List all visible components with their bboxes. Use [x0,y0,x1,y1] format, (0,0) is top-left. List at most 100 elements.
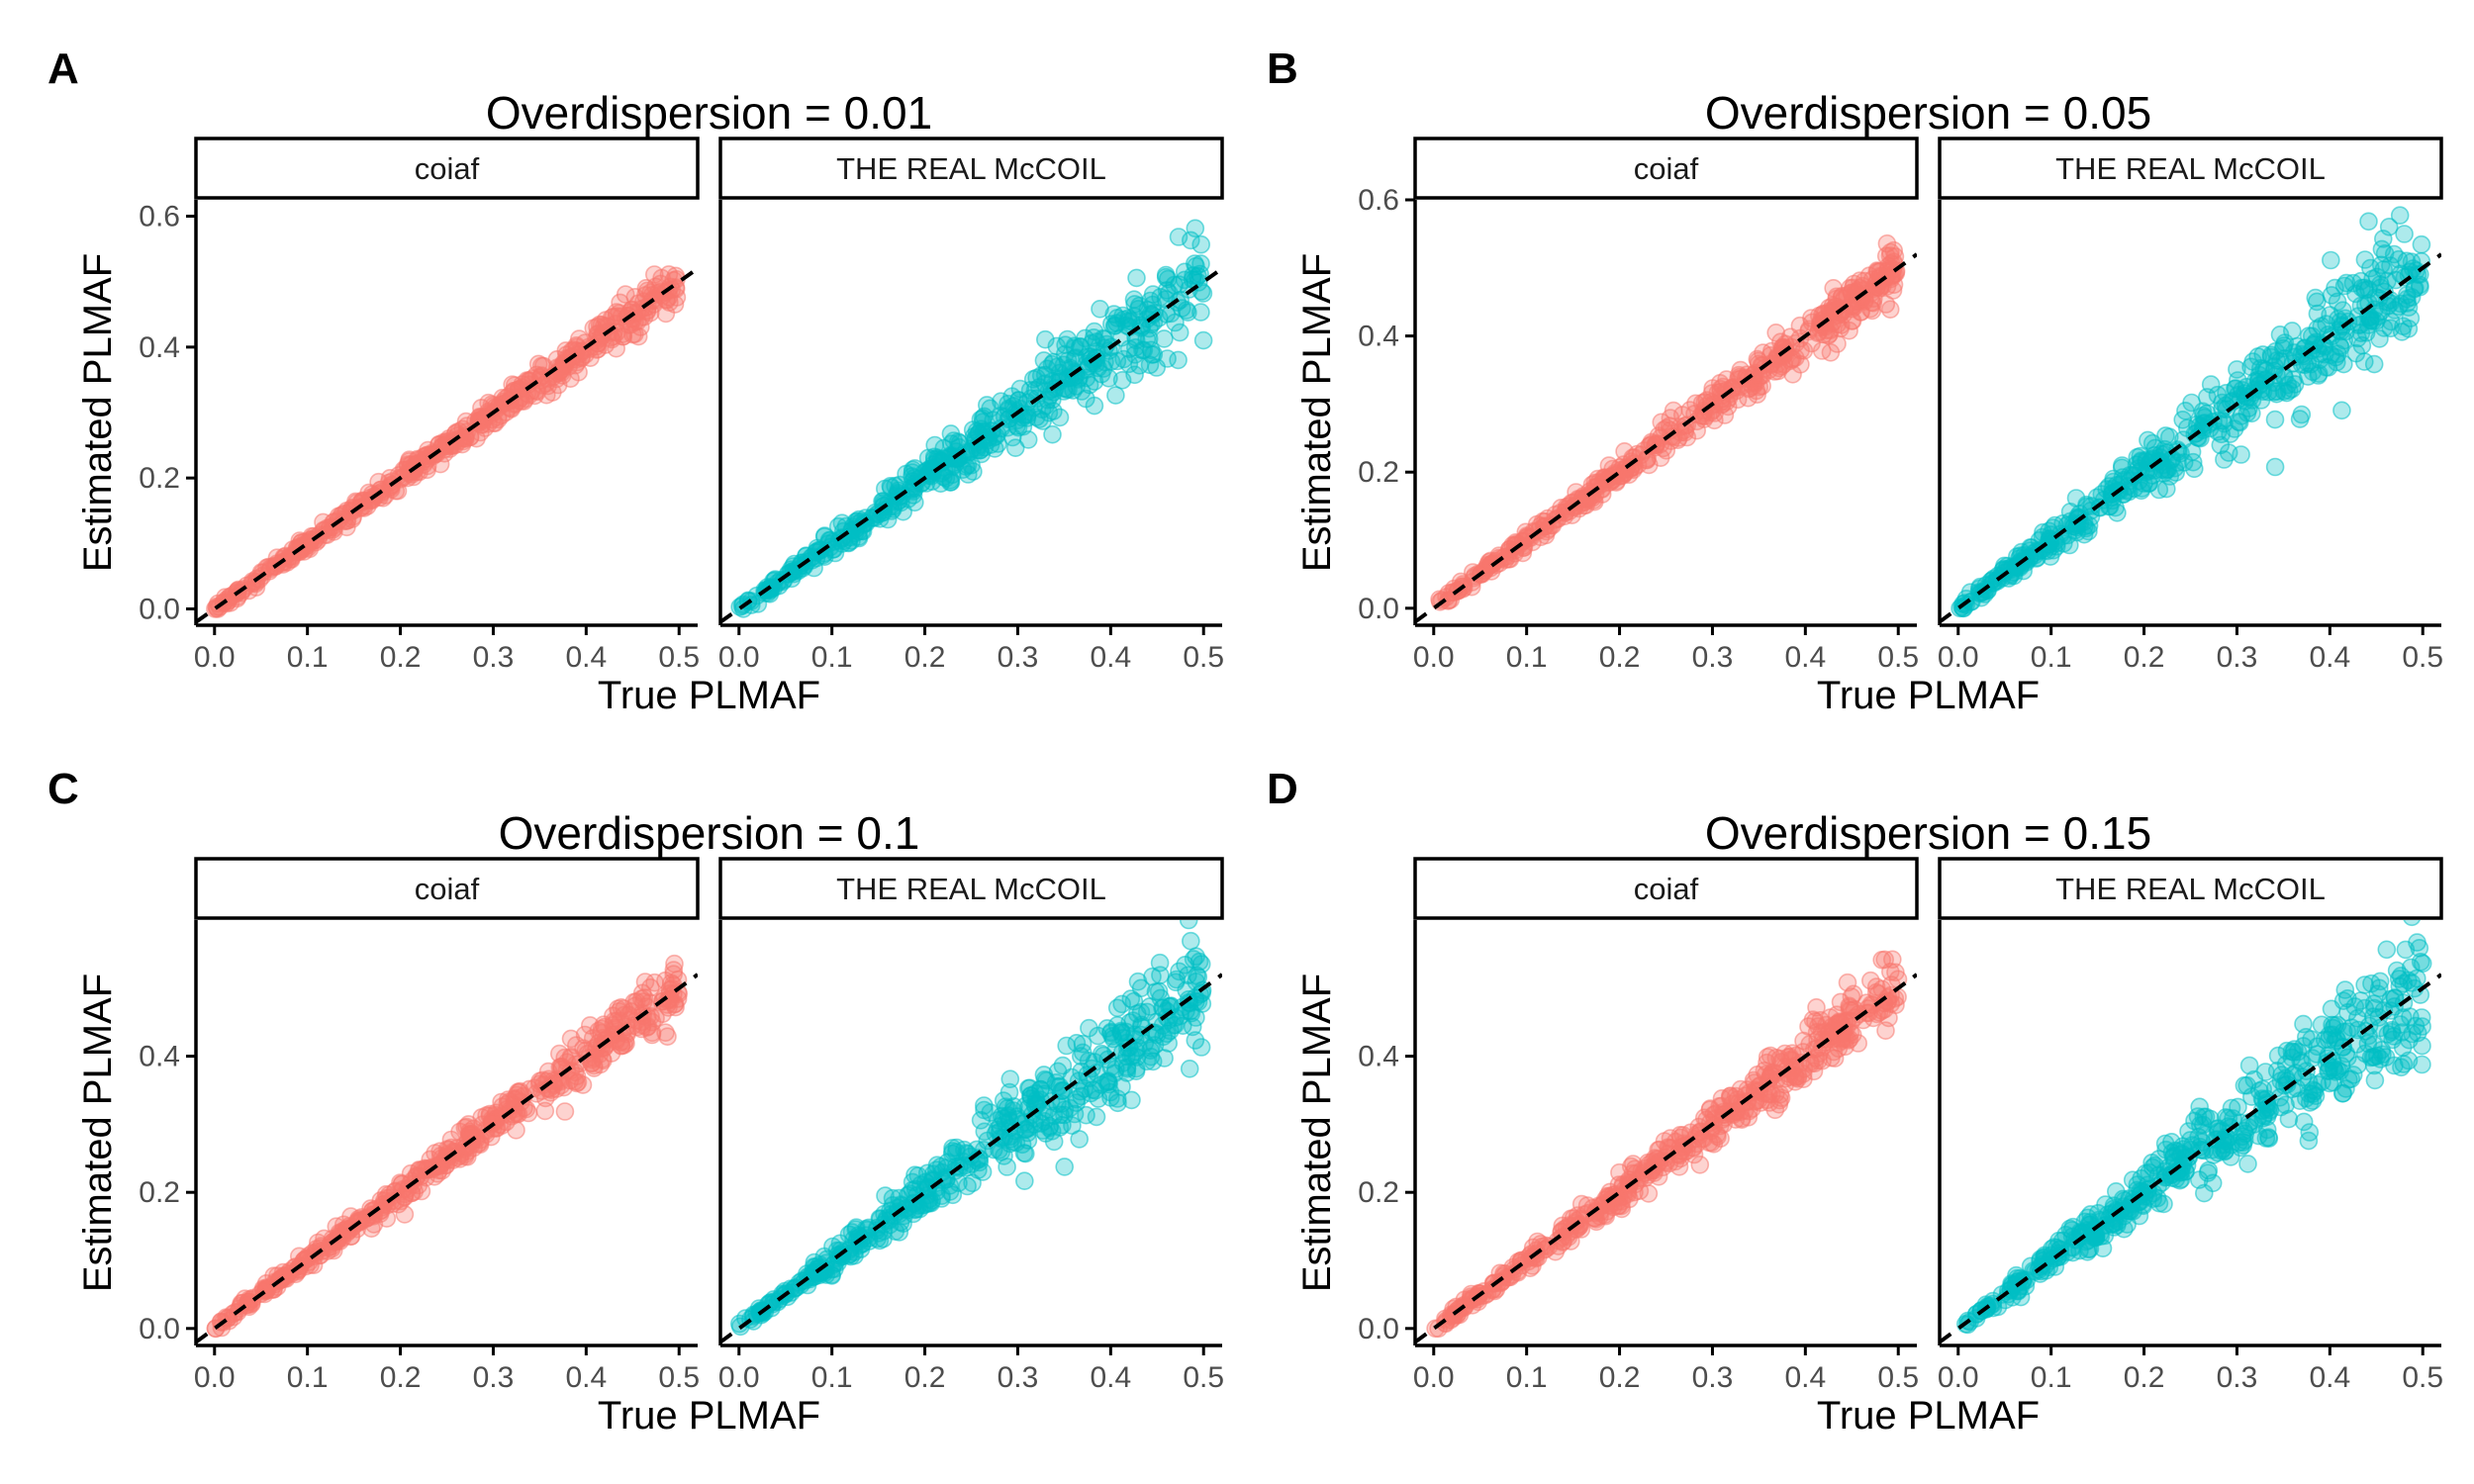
panel-label: A [48,45,79,93]
y-axis-title: Estimated PLMAF [76,253,120,572]
facet-mccoil: THE REAL McCOIL 0.0 0.1 0.2 0.3 0.4 0.5 [718,857,1224,1394]
data-point [1747,381,1766,401]
scatter-points [1951,206,2431,618]
data-point [2229,1097,2247,1117]
data-point [925,435,945,455]
panel-label: C [48,765,79,813]
data-point [2413,1017,2431,1036]
y-axis-title: Estimated PLMAF [1295,253,1339,572]
x-tick-label: 0.3 [2217,641,2258,674]
x-tick-label: 0.2 [1599,1361,1641,1394]
data-point [1193,330,1213,350]
data-point [1760,1046,1780,1066]
data-point [1184,950,1203,969]
data-point [874,494,894,512]
x-tick-label: 0.2 [2124,641,2165,674]
data-point [2331,1057,2351,1075]
data-point [843,517,863,536]
data-point [622,300,641,320]
data-point [2063,1243,2082,1262]
x-tick-label: 0.3 [1692,1361,1734,1394]
data-point [2374,230,2393,248]
data-point [1112,370,1132,390]
data-point [2297,1027,2316,1047]
data-point [1128,972,1148,991]
data-point [1808,1017,1828,1036]
y-tick-label: 0.4 [1358,1041,1399,1073]
data-point [2359,212,2378,232]
x-tick-label: 0.5 [1877,1361,1919,1394]
data-point [456,429,475,448]
y-tick-label: 0.4 [1358,321,1399,353]
reference-line [196,266,698,624]
data-point [1703,379,1723,398]
data-point [2332,401,2351,420]
data-point [2034,522,2052,542]
data-point [1191,234,1210,254]
data-point [2267,351,2286,370]
data-point [981,1103,1000,1122]
data-point [1170,962,1189,981]
data-point [1182,931,1200,951]
data-point [477,1106,496,1125]
x-tick-label: 0.2 [904,1361,946,1394]
data-point [549,1044,569,1064]
data-point [531,371,551,390]
facet-label: coiaf [1634,151,1699,186]
data-point [2215,450,2234,469]
data-point [914,463,934,482]
data-point [941,470,960,490]
data-point [607,1011,626,1031]
data-point [2238,1155,2257,1173]
x-tick-label: 0.1 [811,1361,853,1394]
data-point [2228,360,2246,379]
data-point [1827,289,1847,309]
data-point [507,1120,525,1140]
x-tick-label: 0.0 [1938,1361,1979,1394]
y-tick-label: 0.2 [139,462,180,495]
chart-panel-c: C Overdispersion = 0.1 coiaf 0.0 0.1 0.2 0.3 0.… [48,765,1224,1438]
x-tick-label: 0.3 [2217,1361,2258,1394]
data-point [2334,276,2354,296]
data-point [1655,1132,1674,1151]
data-point [2132,451,2150,470]
x-tick-label: 0.4 [1090,1361,1131,1394]
data-point [2326,1032,2344,1052]
data-point [2393,1038,2413,1058]
facet-label: THE REAL McCOIL [2055,151,2326,186]
data-point [653,1004,672,1024]
data-point [2370,972,2390,991]
data-point [807,543,825,562]
x-tick-label: 0.5 [2402,641,2443,674]
data-point [1127,268,1146,288]
data-point [216,588,235,607]
scatter-points [729,920,1212,1337]
y-tick-label: 0.6 [1358,184,1399,217]
data-point [1793,1065,1813,1083]
x-tick-label: 0.4 [2309,1361,2350,1394]
data-point [2242,404,2261,423]
data-point [2227,379,2245,399]
data-point [455,1118,475,1138]
x-axis-title: True PLMAF [1817,674,2040,717]
x-tick-label: 0.4 [565,1361,607,1394]
data-point [1144,344,1164,364]
data-point [2271,1097,2290,1117]
data-point [2406,278,2425,298]
y-tick-label: 0.0 [139,1313,180,1345]
data-point [2104,472,2123,492]
data-point [667,288,687,307]
data-point [1072,1047,1091,1066]
data-point [1760,1093,1779,1112]
data-point [2407,261,2426,280]
x-tick-label: 0.3 [1692,641,1734,674]
x-tick-label: 0.1 [287,1361,329,1394]
data-point [1821,342,1841,362]
data-point [1715,406,1735,424]
data-point [1065,338,1085,358]
facet-label: THE REAL McCOIL [836,151,1106,186]
y-axis-title: Estimated PLMAF [1295,974,1339,1292]
facet-strip [718,137,1224,200]
x-tick-label: 0.5 [658,1361,700,1394]
